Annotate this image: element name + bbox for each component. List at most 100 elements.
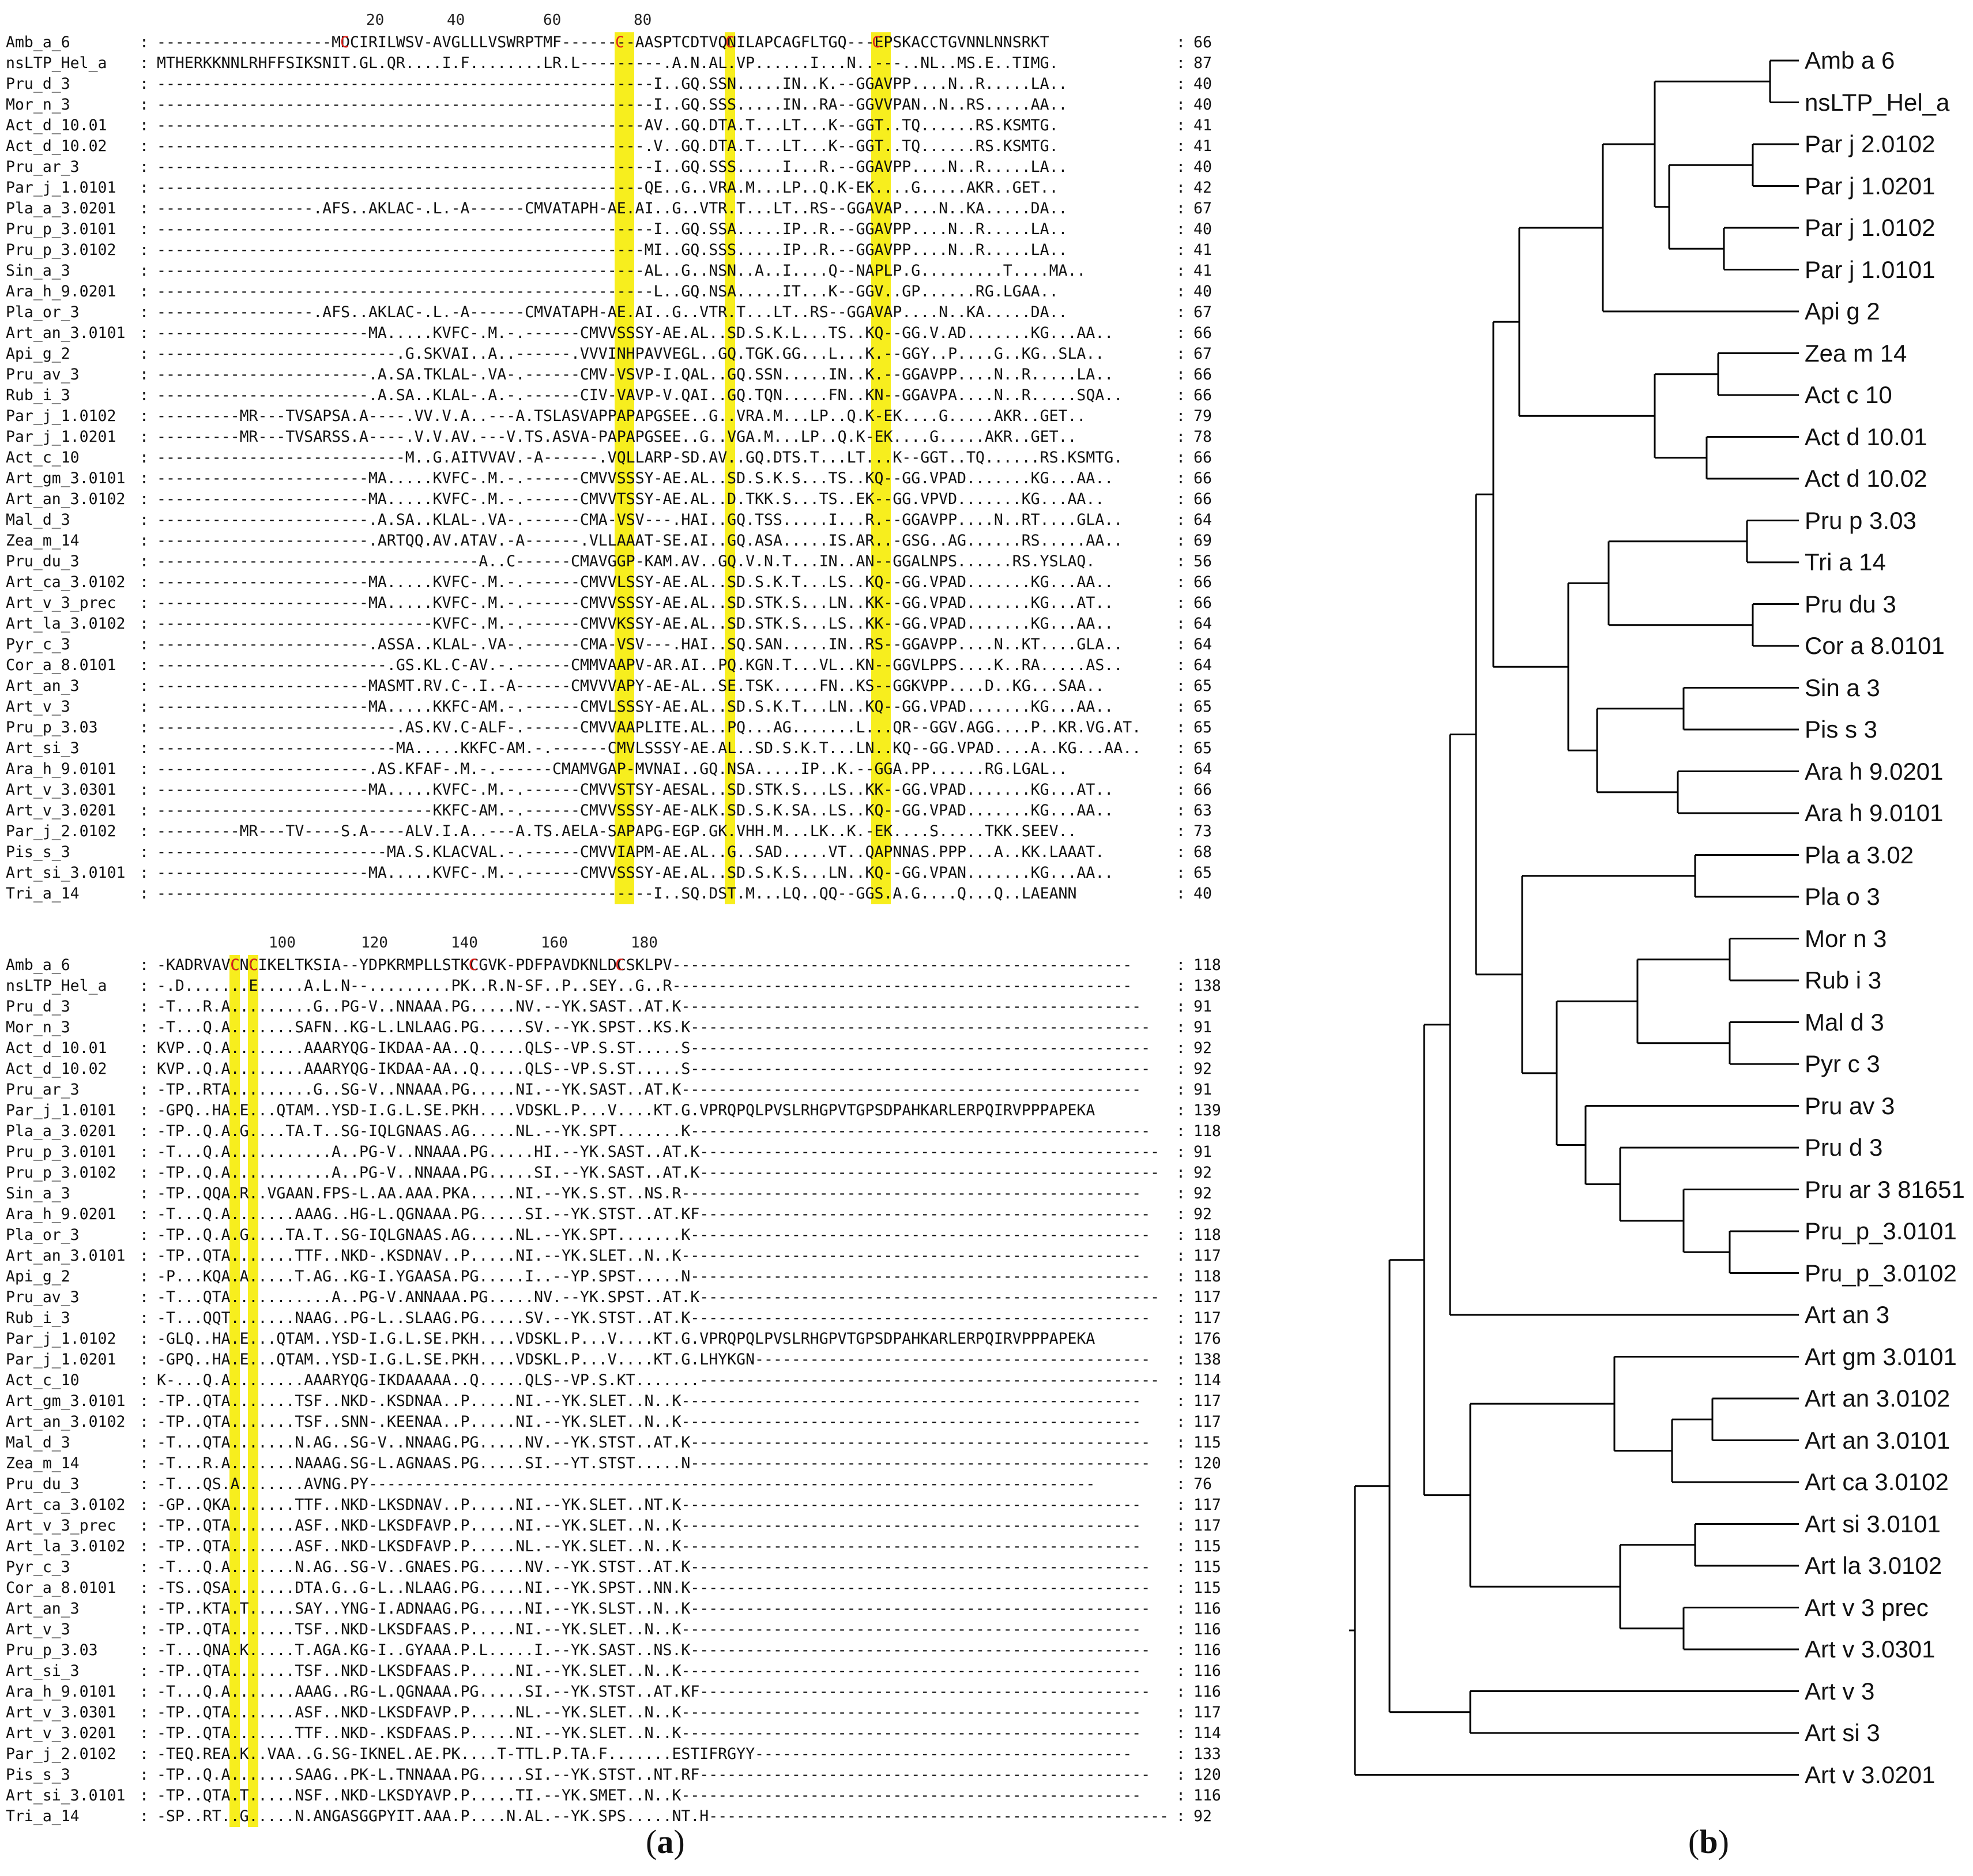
separator: : (1176, 1807, 1185, 1825)
sequence-residues: ---------MR---TVSAPSA.A----.VV.V.A..---A… (157, 407, 1086, 425)
tree-leaf-label: Zea m 14 (1805, 339, 1907, 367)
separator: : (140, 698, 149, 716)
separator: : (140, 116, 149, 134)
sequence-name: Art_an_3.0102 (6, 1413, 126, 1431)
sequence-residues: -------------------------MA.S.KLACVAL.-.… (157, 843, 1105, 861)
sequence-residues: -----------------------MA.....KKFC-AM.-.… (157, 698, 1114, 716)
residue-count: 41 (1193, 262, 1212, 280)
sequence-residues: -T...QTA...........A..PG-V.ANNAAA.PG....… (157, 1288, 1160, 1306)
residue-count: 40 (1193, 885, 1212, 903)
cysteine-marker: C (872, 33, 882, 51)
sequence-name: Art_si_3 (6, 739, 80, 757)
sequence-residues: -TP..QTA.......TSF..NKD-LKSDFAAS.P.....N… (157, 1662, 1142, 1680)
alignment-row: Mor_n_3: -T...Q.A.......SAFN..KG-L.LNLAAG… (6, 1017, 1245, 1038)
alignment-row: Api_g_2: --------------------------.G.SKV… (6, 344, 1245, 364)
sequence-residues: -GP..QKA.......TTF..NKD-LKSDNAV..P.....N… (157, 1496, 1142, 1514)
sequence-residues: -----------------------.AS.KFAF-.M.-.---… (157, 760, 1068, 778)
separator: : (1176, 1537, 1185, 1555)
alignment-block-1: 20 40 60 80 Amb_a_6: -------------------MDCIR… (6, 12, 1245, 904)
separator: : (140, 885, 149, 903)
alignment-row: Pla_a_3.0201: -----------------.AFS..AKLA… (6, 198, 1245, 219)
alignment-row: Pru_p_3.03: --------------------------.AS… (6, 717, 1245, 738)
sequence-name: Cor_a_8.0101 (6, 1579, 116, 1597)
separator: : (1176, 54, 1185, 72)
alignment-row: Rub_i_3: -----------------------.A.SA..KL… (6, 385, 1245, 406)
alignment-row: Art_la_3.0102: --------------------------… (6, 614, 1245, 634)
alignment-row: Sin_a_3: --------------------------------… (6, 261, 1245, 281)
alignment-row: Pis_s_3: -TP..Q.A.......SAAG..PK-L.TNNAAA… (6, 1765, 1245, 1785)
residue-count: 116 (1193, 1662, 1221, 1680)
separator: : (140, 511, 149, 529)
separator: : (1176, 75, 1185, 93)
separator: : (1176, 1309, 1185, 1327)
separator: : (140, 1018, 149, 1036)
residue-count: 67 (1193, 200, 1212, 217)
alignment-row: Pru_du_3: -T...QS.A.......AVNG.PY--------… (6, 1474, 1245, 1495)
sequence-name: Art_si_3.0101 (6, 864, 126, 882)
separator: : (1176, 324, 1185, 342)
residue-count: 117 (1193, 1517, 1221, 1535)
sequence-residues: K-...Q.A........AAARYQG-IKDAAAAA..Q.....… (157, 1371, 1160, 1389)
residue-count: 133 (1193, 1745, 1221, 1763)
residue-count: 116 (1193, 1600, 1221, 1618)
sequence-name: Art_v_3.0301 (6, 1704, 116, 1721)
alignment-block-2: 100 120 140 160 180 Amb_a_6: -KADRVAVCNCIKELTK… (6, 934, 1245, 1834)
tree-leaf-label: Tri a 14 (1805, 548, 1886, 576)
separator: : (140, 1537, 149, 1555)
separator: : (140, 1081, 149, 1099)
sequence-residues: --------------------------MA.....KKFC-AM… (157, 739, 1142, 757)
sequence-residues: -GPQ..HA.E...QTAM..YSD-I.G.L.SE.PKH....V… (157, 1351, 1151, 1369)
sequence-residues: -----------------------.ARTQQ.AV.ATAV.-A… (157, 532, 1123, 550)
sequence-residues: -TP..Q.A.......SAAG..PK-L.TNNAAA.PG.....… (157, 1766, 1151, 1784)
alignment-row: Zea_m_14: -----------------------.ARTQQ.A… (6, 531, 1245, 551)
residue-count: 115 (1193, 1558, 1221, 1576)
alignment-row: Cor_a_8.0101: -TS..QSA.......DTA.G..G-L..… (6, 1578, 1245, 1599)
sequence-name: Par_j_1.0101 (6, 1101, 116, 1119)
separator: : (1176, 1122, 1185, 1140)
separator: : (140, 552, 149, 570)
sequence-residues: -.D.......E.....A.L.N--.........PK..R.N-… (157, 977, 1132, 995)
tree-leaf-label: Par j 1.0201 (1805, 172, 1936, 200)
sequence-residues: ----------------------------------------… (157, 220, 1068, 238)
separator: : (1176, 1724, 1185, 1742)
separator: : (140, 303, 149, 321)
separator: : (140, 220, 149, 238)
separator: : (1176, 802, 1185, 819)
sequence-name: Pru_p_3.0101 (6, 220, 116, 238)
sequence-name: Zea_m_14 (6, 1454, 80, 1472)
sequence-name: Pru_ar_3 (6, 1081, 80, 1099)
tree-leaf-label: Art an 3 (1805, 1301, 1890, 1328)
residue-count: 116 (1193, 1621, 1221, 1638)
separator: : (1176, 1745, 1185, 1763)
separator: : (140, 1122, 149, 1140)
alignment-row: Rub_i_3: -T...QQT.......NAAG..PG-L..SLAAG… (6, 1308, 1245, 1329)
residue-count: 138 (1193, 977, 1221, 995)
separator: : (1176, 1662, 1185, 1680)
separator: : (140, 428, 149, 446)
separator: : (140, 241, 149, 259)
sequence-name: Api_g_2 (6, 1268, 70, 1285)
residue-count: 40 (1193, 75, 1212, 93)
residue-count: 67 (1193, 303, 1212, 321)
separator: : (1176, 158, 1185, 176)
sequence-name: Art_v_3_prec (6, 594, 116, 612)
sequence-residues: -----------------------.A.SA.TKLAL-.VA-.… (157, 366, 1114, 384)
residue-count: 117 (1193, 1309, 1221, 1327)
separator: : (1176, 1060, 1185, 1078)
residue-count: 64 (1193, 636, 1212, 653)
residue-count: 73 (1193, 822, 1212, 840)
position-ruler: 100 120 140 160 180 (6, 934, 1245, 952)
separator: : (140, 1766, 149, 1784)
separator: : (140, 283, 149, 300)
tree-leaf-label: Cor a 8.0101 (1805, 632, 1945, 659)
panel-b-phylogenetic-tree: Amb a 6 nsLTP_Hel_a Par j 2.0102 Par j 1.02… (1349, 46, 1966, 1845)
separator: : (1176, 843, 1185, 861)
separator: : (140, 739, 149, 757)
sequence-name: nsLTP_Hel_a (6, 54, 107, 72)
ruler-tick-label: 20 (366, 12, 385, 29)
residue-count: 87 (1193, 54, 1212, 72)
sequence-name: Act_d_10.01 (6, 116, 107, 134)
separator: : (1176, 241, 1185, 259)
separator: : (140, 366, 149, 384)
tree-leaf-label: Art v 3 (1805, 1677, 1875, 1705)
